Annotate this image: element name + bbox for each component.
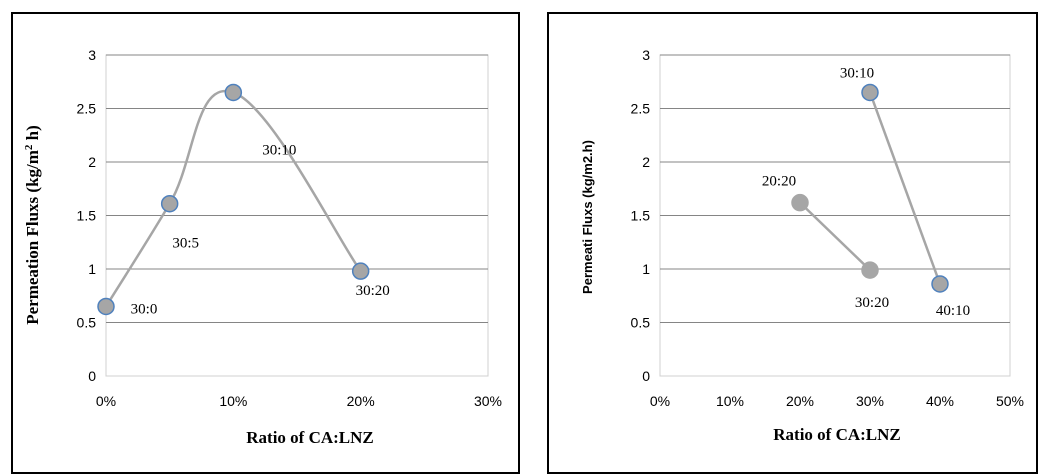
x-tick-label: 0% [96,393,116,409]
data-point-marker [931,275,949,293]
y-tick-label: 0 [642,368,650,384]
data-point-marker [861,261,879,279]
y-tick-label: 1.5 [77,208,97,224]
chart-1-y-axis-label: Permeation Fluxs (kg/m2 h) [23,125,42,325]
data-point-marker [861,83,879,102]
y-tick-label: 0.5 [77,315,97,331]
data-point-marker [351,262,370,280]
x-tick-label: 20% [786,393,814,409]
y-tick-label: 2 [642,154,650,170]
y-tick-label: 1 [642,261,650,277]
chart-1-x-axis-label: Ratio of CA:LNZ [246,428,374,447]
y-tick-label: 0 [88,368,96,384]
data-point-marker [97,297,115,316]
chart-1: 00.511.522.530% 10% 20% 30% 30:030:530:1030… [11,12,520,474]
data-label: 30:10 [262,142,296,158]
data-label: 30:0 [131,301,158,317]
y-tick-label: 1 [88,261,96,277]
x-tick-label: 10% [716,393,744,409]
x-tick-label: 0% [650,393,670,409]
x-tick-label: 40% [926,393,954,409]
x-tick-label: 10% [219,393,247,409]
data-point-marker [160,194,179,213]
y-tick-label: 3 [88,47,96,63]
chart-2-x-axis-label: Ratio of CA:LNZ [773,425,901,444]
data-label: 30:5 [172,236,199,252]
data-label: 20:20 [762,174,796,190]
series-line [104,89,362,308]
data-label: 40:10 [936,303,970,319]
y-tick-label: 0.5 [631,315,651,331]
data-label: 30:10 [840,65,874,81]
chart-2: 00.511.522.530% 10% 20% 30% 40% 50% 20:2030:2… [547,12,1038,474]
data-point-marker [224,83,243,102]
x-tick-label: 50% [996,393,1024,409]
y-tick-label: 2.5 [631,101,651,117]
x-tick-label: 30% [474,393,502,409]
x-tick-label: 30% [856,393,884,409]
y-tick-label: 1.5 [631,208,651,224]
series-line [799,201,871,271]
y-tick-label: 3 [642,47,650,63]
data-label: 30:20 [855,295,889,311]
y-tick-label: 2 [88,154,96,170]
data-point-marker [791,193,809,212]
series-line [868,92,942,285]
data-label: 30:20 [356,283,390,299]
chart-2-y-axis-label: Permeati Fluxs (kg/m2.h) [580,140,595,294]
x-tick-label: 20% [347,393,375,409]
y-tick-label: 2.5 [77,101,97,117]
